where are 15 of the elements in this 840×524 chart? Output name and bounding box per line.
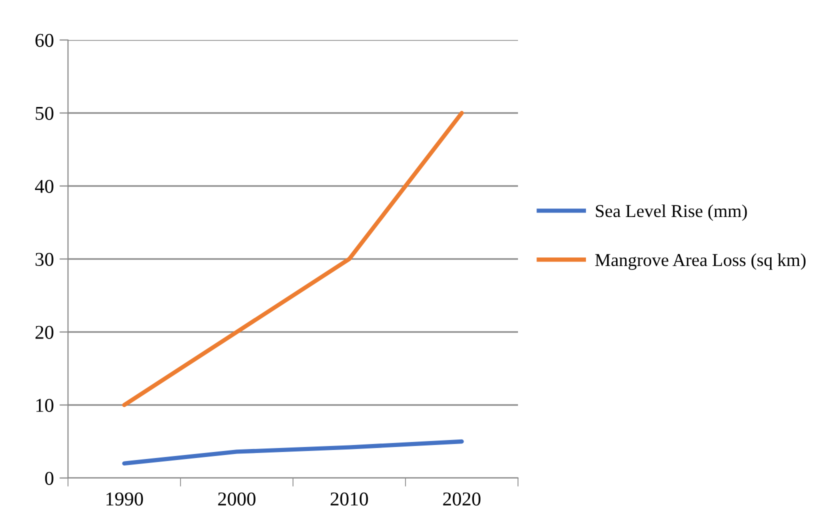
y-tick-label: 10 (36, 398, 54, 412)
x-tick-label: 2020 (443, 492, 480, 506)
x-tick-label: 2000 (218, 492, 256, 506)
legend-label: Mangrove Area Loss (sq km) (595, 253, 806, 270)
x-tick-label: 1990 (106, 492, 143, 506)
x-tick-label: 2010 (330, 492, 368, 506)
y-tick-label: 50 (36, 106, 54, 120)
line-series (122, 439, 464, 466)
line-series (122, 110, 464, 408)
legend-label: Sea Level Rise (mm) (596, 204, 747, 221)
y-tick-label: 60 (36, 34, 54, 47)
y-tick-label: 40 (35, 180, 54, 193)
y-tick-label: 0 (45, 472, 54, 485)
y-tick-label: 30 (36, 252, 54, 266)
y-tick-label: 20 (36, 326, 54, 339)
